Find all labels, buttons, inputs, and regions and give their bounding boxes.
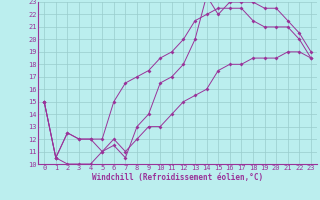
X-axis label: Windchill (Refroidissement éolien,°C): Windchill (Refroidissement éolien,°C) <box>92 173 263 182</box>
